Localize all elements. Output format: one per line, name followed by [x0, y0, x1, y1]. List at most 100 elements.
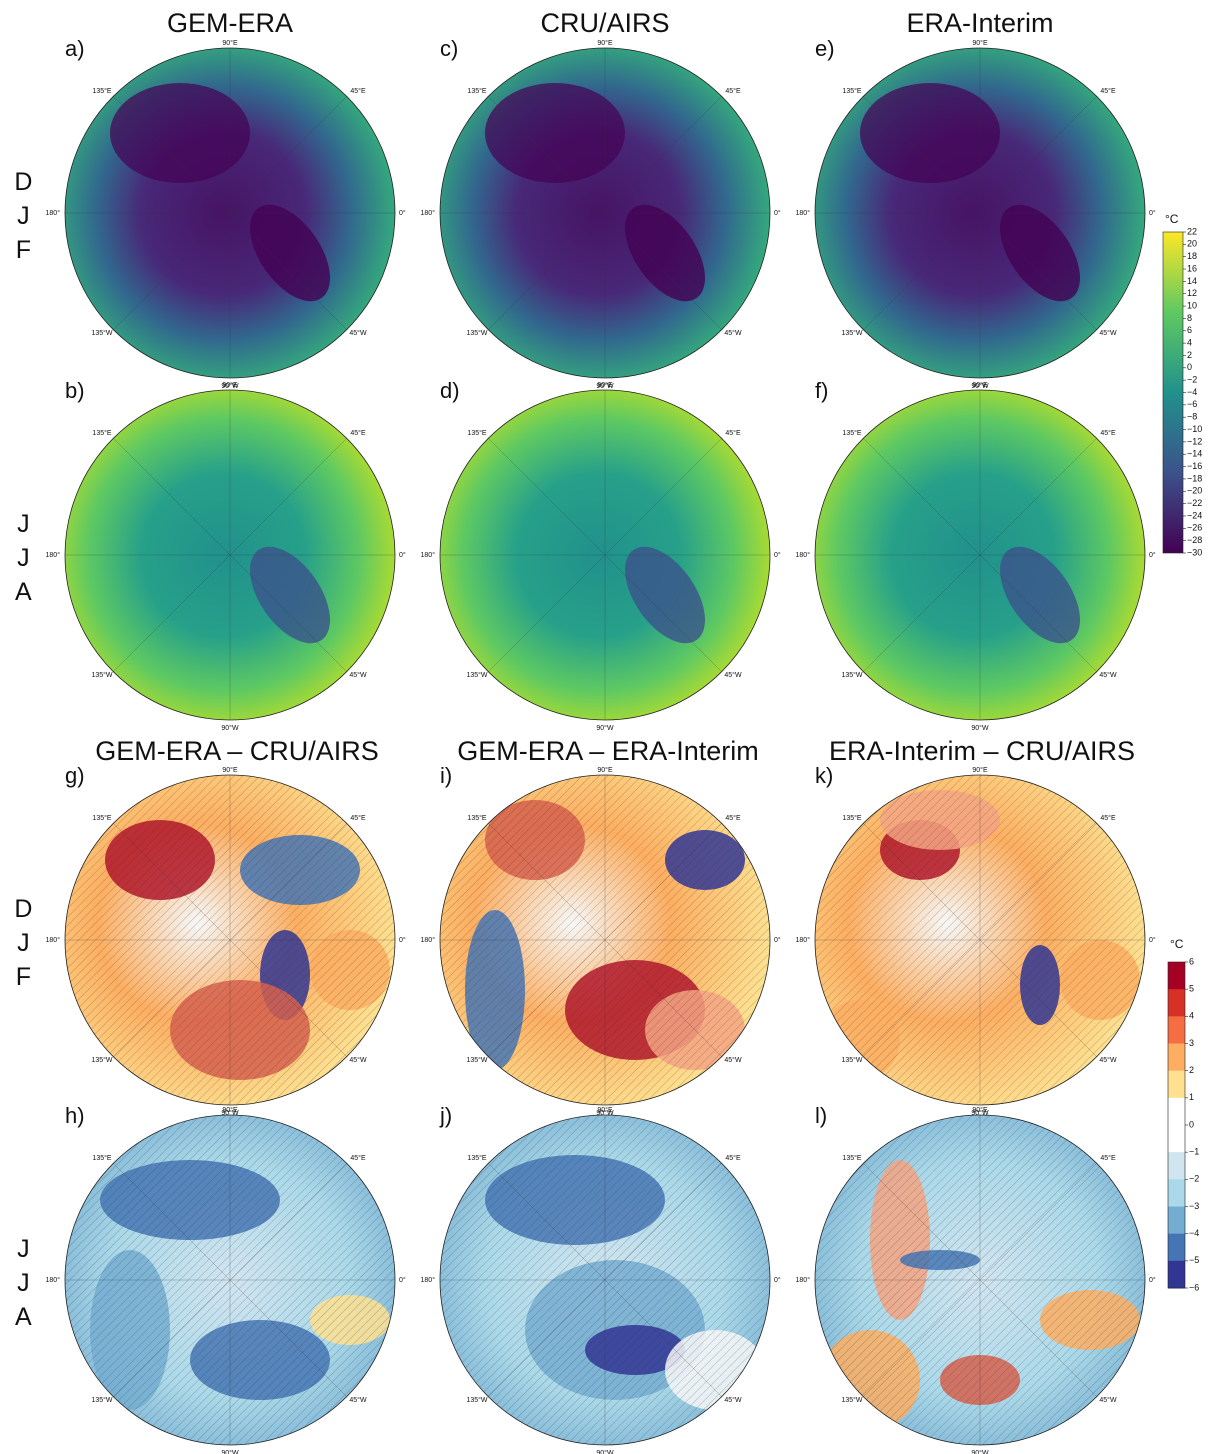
longitude-label: 135°W	[466, 1396, 487, 1404]
column-title: CRU/AIRS	[540, 8, 669, 38]
longitude-label: 45°W	[1099, 1396, 1117, 1404]
panel-letter: k)	[815, 763, 833, 788]
longitude-label: 135°E	[842, 87, 861, 95]
longitude-label: 0°	[1149, 1276, 1156, 1284]
colorbar-bin	[1168, 1234, 1185, 1262]
longitude-label: 90°E	[222, 381, 238, 389]
longitude-label: 0°	[774, 936, 781, 944]
colorbar-tick-label: −2	[1189, 1174, 1199, 1184]
column-title: GEM-ERA – ERA-Interim	[457, 736, 759, 766]
longitude-label: 135°W	[466, 329, 487, 337]
longitude-label: 45°E	[350, 1154, 366, 1162]
siberia	[860, 83, 1000, 183]
colorbar-tick-label: 14	[1187, 276, 1197, 286]
column-title: ERA-Interim – CRU/AIRS	[829, 736, 1135, 766]
column-title: ERA-Interim	[906, 8, 1053, 38]
siberia	[110, 83, 250, 183]
longitude-label: 45°E	[725, 1154, 741, 1162]
longitude-label: 45°W	[349, 671, 367, 679]
colorbar-tick-label: −1	[1189, 1147, 1199, 1157]
longitude-label: 135°W	[91, 671, 112, 679]
longitude-label: 90°W	[971, 1449, 989, 1454]
longitude-label: 45°W	[1099, 671, 1117, 679]
colorbar-tick-label: 6	[1187, 325, 1192, 335]
colorbar-bin	[1168, 1016, 1185, 1044]
longitude-label: 180°	[46, 936, 61, 944]
colorbar-tick-label: −4	[1189, 1228, 1199, 1238]
longitude-label: 45°W	[1099, 329, 1117, 337]
siberia	[485, 83, 625, 183]
longitude-label: 45°W	[1099, 1056, 1117, 1064]
colorbar-tick-label: −16	[1187, 461, 1202, 471]
colorbar-tick-label: 8	[1187, 313, 1192, 323]
colorbar-tick-label: 10	[1187, 300, 1197, 310]
longitude-label: 0°	[1149, 209, 1156, 217]
longitude-label: 90°E	[222, 1106, 238, 1114]
colorbar-bin	[1168, 1098, 1185, 1126]
colorbar-bin	[1168, 1125, 1185, 1153]
colorbar-tick-label: −18	[1187, 473, 1202, 483]
row-label: DJF	[9, 168, 37, 270]
longitude-label: 90°E	[972, 39, 988, 47]
colorbar-tick-label: 0	[1187, 362, 1192, 372]
longitude-label: 180°	[796, 1276, 811, 1284]
longitude-label: 0°	[399, 1276, 406, 1284]
panel-letter: e)	[815, 36, 835, 61]
longitude-label: 0°	[1149, 551, 1156, 559]
colorbar-bin	[1168, 1071, 1185, 1099]
longitude-label: 135°W	[91, 329, 112, 337]
longitude-label: 135°E	[842, 429, 861, 437]
panel-letter: j)	[439, 1103, 452, 1128]
map-panel: g)90°E45°E0°45°W90°W135°W180°135°E	[46, 763, 406, 1117]
longitude-label: 45°W	[349, 1396, 367, 1404]
longitude-label: 45°E	[1100, 1154, 1116, 1162]
colorbar-bin	[1168, 1044, 1185, 1072]
map-panel: l)90°E45°E0°45°W90°W135°W180°135°E	[796, 1103, 1156, 1454]
longitude-label: 135°E	[842, 814, 861, 822]
colorbar-tick-label: 2	[1187, 350, 1192, 360]
panel-letter: h)	[65, 1103, 85, 1128]
panel-letter: a)	[65, 36, 85, 61]
longitude-label: 135°W	[841, 671, 862, 679]
longitude-label: 90°E	[597, 39, 613, 47]
column-title: GEM-ERA – CRU/AIRS	[95, 736, 379, 766]
longitude-label: 180°	[421, 209, 436, 217]
colorbar-tick-label: 12	[1187, 288, 1197, 298]
longitude-label: 180°	[796, 209, 811, 217]
colorbar-tick-label: 16	[1187, 263, 1197, 273]
longitude-label: 90°E	[972, 381, 988, 389]
longitude-label: 45°E	[1100, 814, 1116, 822]
longitude-label: 180°	[421, 936, 436, 944]
longitude-label: 0°	[399, 936, 406, 944]
map-panel: b)90°E45°E0°45°W90°W135°W180°135°E	[46, 378, 406, 732]
row-label: JJA	[9, 1235, 37, 1337]
longitude-label: 135°E	[92, 87, 111, 95]
longitude-label: 180°	[46, 551, 61, 559]
colorbar-tick-label: −3	[1189, 1201, 1199, 1211]
panel-letter: b)	[65, 378, 85, 403]
longitude-label: 90°E	[972, 1106, 988, 1114]
longitude-label: 90°W	[596, 724, 614, 732]
longitude-label: 135°E	[467, 1154, 486, 1162]
colorbar-tick-label: −6	[1187, 399, 1197, 409]
longitude-label: 135°E	[92, 429, 111, 437]
longitude-label: 0°	[774, 1276, 781, 1284]
map-panel: a)90°E45°E0°45°W90°W135°W180°135°E	[46, 36, 406, 390]
colorbar-tick-label: −10	[1187, 424, 1202, 434]
colorbar-tick-label: 5	[1189, 984, 1194, 994]
longitude-label: 90°E	[597, 1106, 613, 1114]
longitude-label: 135°W	[91, 1056, 112, 1064]
colorbar-tick-label: 4	[1187, 337, 1192, 347]
colorbar-tick-label: −4	[1187, 387, 1197, 397]
longitude-label: 135°E	[842, 1154, 861, 1162]
colorbar-bin	[1168, 1261, 1185, 1289]
longitude-label: 45°W	[724, 671, 742, 679]
longitude-label: 135°W	[841, 1396, 862, 1404]
panel-letter: d)	[440, 378, 460, 403]
longitude-label: 45°E	[725, 87, 741, 95]
longitude-label: 135°W	[466, 1056, 487, 1064]
longitude-label: 135°W	[841, 1056, 862, 1064]
colorbar-tick-label: −14	[1187, 449, 1202, 459]
